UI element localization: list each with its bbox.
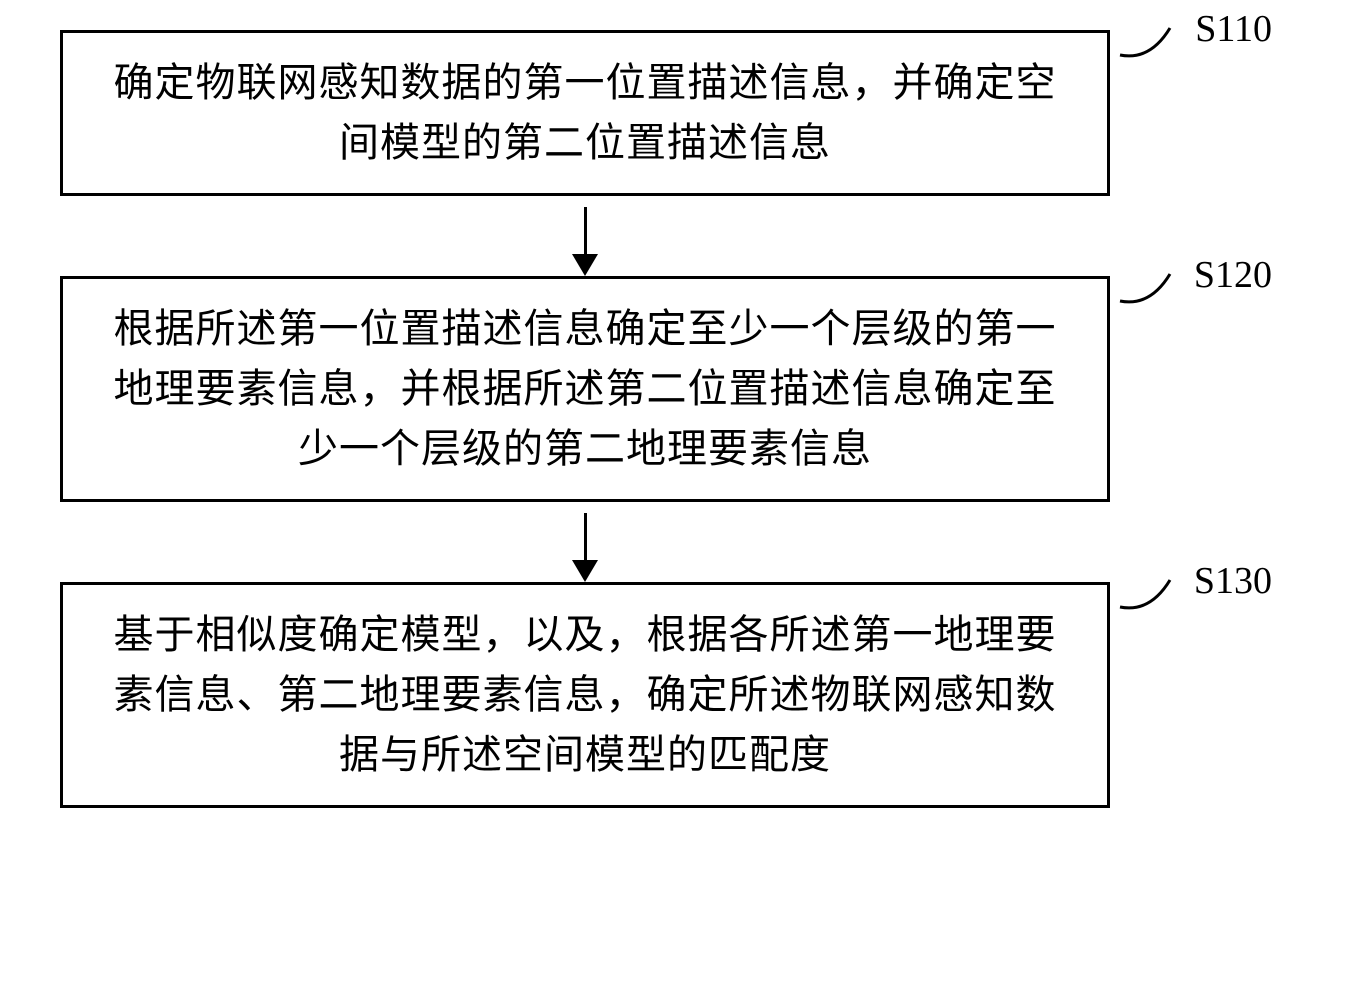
step-label-2: S120 bbox=[1194, 247, 1272, 304]
step-label-3: S130 bbox=[1194, 553, 1272, 610]
step-text-line: 据与所述空间模型的匹配度 bbox=[91, 725, 1079, 785]
flow-arrow bbox=[60, 502, 1110, 582]
step-text-line: 根据所述第一位置描述信息确定至少一个层级的第一 bbox=[91, 299, 1079, 359]
step-label-1: S110 bbox=[1195, 1, 1272, 58]
label-connector-curve bbox=[1115, 575, 1185, 615]
step-text-line: 间模型的第二位置描述信息 bbox=[91, 113, 1079, 173]
label-connector-curve bbox=[1115, 269, 1185, 309]
step-text-line: 素信息、第二地理要素信息，确定所述物联网感知数 bbox=[91, 665, 1079, 725]
label-connector-curve bbox=[1115, 23, 1185, 63]
flow-step-2: S120 根据所述第一位置描述信息确定至少一个层级的第一 地理要素信息，并根据所… bbox=[60, 276, 1110, 502]
step-text-line: 少一个层级的第二地理要素信息 bbox=[91, 419, 1079, 479]
step-text-line: 基于相似度确定模型，以及，根据各所述第一地理要 bbox=[91, 605, 1079, 665]
step-text-line: 地理要素信息，并根据所述第二位置描述信息确定至 bbox=[91, 359, 1079, 419]
flowchart-container: S110 确定物联网感知数据的第一位置描述信息，并确定空 间模型的第二位置描述信… bbox=[60, 30, 1260, 808]
step-text-line: 确定物联网感知数据的第一位置描述信息，并确定空 bbox=[91, 53, 1079, 113]
flow-step-1: S110 确定物联网感知数据的第一位置描述信息，并确定空 间模型的第二位置描述信… bbox=[60, 30, 1110, 196]
flow-step-3: S130 基于相似度确定模型，以及，根据各所述第一地理要 素信息、第二地理要素信… bbox=[60, 582, 1110, 808]
flow-arrow bbox=[60, 196, 1110, 276]
